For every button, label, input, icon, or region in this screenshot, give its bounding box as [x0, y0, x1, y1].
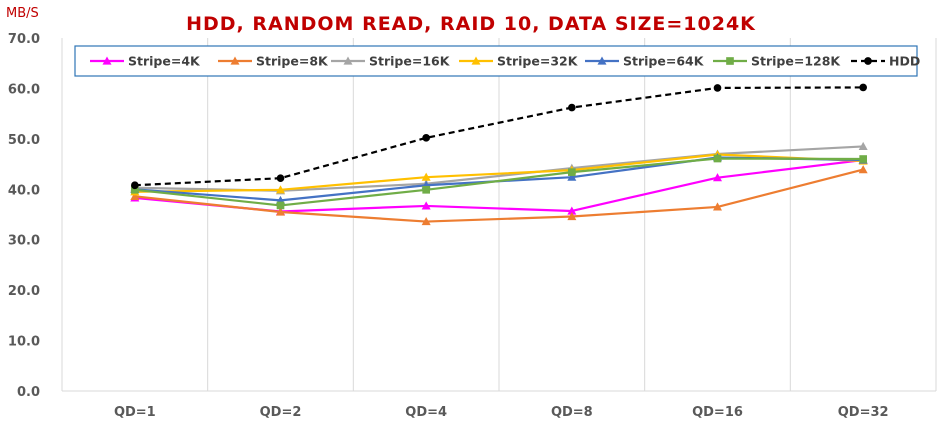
legend-entry: Stripe=16K	[331, 54, 451, 69]
series-stripe-8k	[130, 165, 868, 226]
data-point	[276, 185, 285, 194]
y-tick-label: 60.0	[8, 82, 40, 97]
legend-entry: Stripe=64K	[585, 54, 705, 69]
legend-marker	[102, 56, 112, 65]
data-point	[567, 212, 577, 221]
data-point	[130, 191, 140, 200]
legend-marker	[343, 56, 353, 65]
legend-entry: Stripe=128K	[713, 54, 841, 69]
legend-marker	[597, 56, 607, 65]
legend-marker	[471, 56, 481, 65]
x-tick-label: QD=4	[405, 405, 447, 420]
data-point	[567, 206, 577, 215]
legend-label: Stripe=32K	[497, 54, 579, 69]
y-tick-label: 10.0	[8, 335, 40, 350]
y-tick-label: 50.0	[8, 133, 40, 148]
series-stripe-128k	[131, 154, 867, 210]
data-point	[276, 201, 285, 210]
x-tick-label: QD=32	[838, 405, 889, 420]
data-point	[276, 207, 285, 216]
series-group	[130, 83, 868, 226]
y-axis-ticks: 0.0 10.0 20.0 30.0 40.0 50.0 60.0 70.0	[8, 32, 40, 400]
chart-title: HDD, RANDOM READ, RAID 10, DATA SIZE=102…	[186, 13, 756, 35]
legend-marker	[230, 56, 240, 65]
series-line	[134, 153, 864, 193]
data-point	[713, 202, 722, 211]
x-tick-label: QD=2	[260, 405, 302, 420]
data-point	[858, 165, 868, 174]
y-tick-label: 0.0	[17, 385, 40, 400]
data-point	[859, 83, 867, 92]
legend-entry: Stripe=8K	[218, 54, 329, 69]
data-point	[421, 201, 431, 210]
legend-box	[74, 45, 918, 77]
data-point	[713, 173, 722, 182]
x-tick-label: QD=16	[692, 405, 743, 420]
x-tick-label: QD=1	[114, 405, 156, 420]
data-point	[568, 168, 576, 176]
y-axis-unit-label: MB/S	[6, 6, 39, 21]
series-hdd	[131, 83, 867, 190]
legend-entry: HDD	[851, 54, 920, 69]
data-point	[713, 154, 722, 163]
legend-label: Stripe=4K	[128, 54, 201, 69]
series-line	[134, 168, 864, 223]
legend-label: Stripe=128K	[751, 54, 841, 69]
legend-marker	[726, 57, 734, 65]
data-point	[713, 84, 722, 92]
y-tick-label: 30.0	[8, 234, 40, 249]
series-line	[134, 86, 864, 187]
legend-entry: Stripe=4K	[90, 54, 201, 69]
data-point	[859, 155, 867, 163]
legend-label: Stripe=64K	[623, 54, 705, 69]
y-tick-label: 70.0	[8, 32, 40, 47]
legend-label: Stripe=16K	[369, 54, 451, 69]
data-point	[131, 181, 139, 190]
x-tick-label: QD=8	[551, 405, 593, 420]
legend-entry: Stripe=32K	[459, 54, 579, 69]
data-point	[131, 185, 139, 194]
data-point	[421, 217, 431, 226]
legend-label: HDD	[889, 54, 920, 69]
legend-label: Stripe=8K	[256, 54, 329, 69]
y-tick-label: 20.0	[8, 284, 40, 299]
data-point	[422, 185, 430, 194]
legend-marker	[864, 57, 872, 65]
data-point	[568, 103, 576, 112]
data-point	[567, 172, 577, 181]
legend: Stripe=4K Stripe=8K Stripe=16K Stripe=32K St…	[74, 45, 920, 77]
data-point	[858, 141, 868, 151]
data-point	[421, 172, 431, 181]
y-tick-label: 40.0	[8, 183, 40, 198]
series-line	[134, 157, 864, 207]
gridlines	[61, 38, 937, 391]
data-point	[276, 174, 285, 183]
x-axis-ticks: QD=1 QD=2 QD=4 QD=8 QD=16 QD=32	[114, 405, 889, 420]
data-point	[422, 134, 430, 142]
